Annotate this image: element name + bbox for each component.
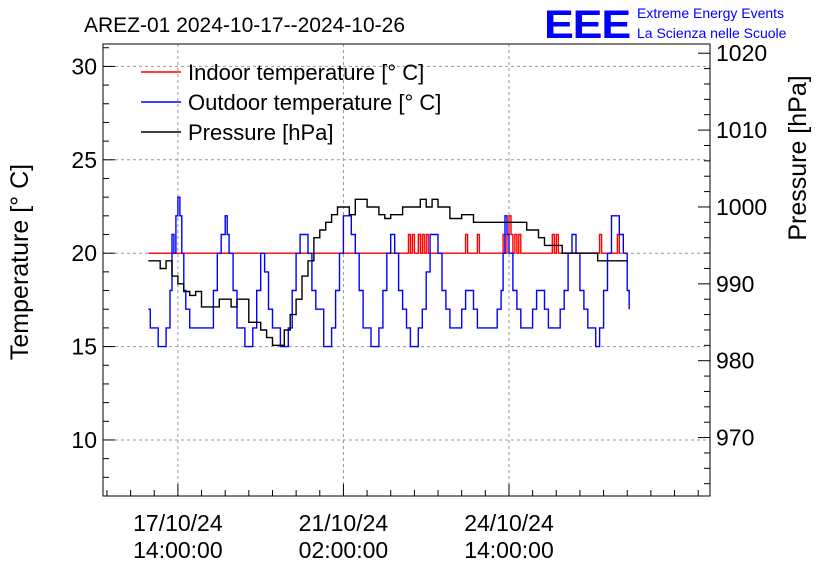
y-tick-label-right: 970 [716, 425, 754, 451]
series-line-pressure [148, 198, 628, 346]
logo-mark: EEE [544, 3, 630, 47]
y-tick-label-right: 990 [716, 271, 754, 297]
y-tick-label-left: 15 [71, 334, 97, 360]
x-tick-label-time: 02:00:00 [299, 537, 389, 563]
legend-label: Outdoor temperature [° C] [188, 90, 441, 115]
x-tick-label-time: 14:00:00 [133, 537, 223, 563]
y-tick-label-right: 1020 [716, 40, 767, 66]
plot-frame [102, 43, 711, 497]
y-axis-left-title: Temperature [° C] [6, 164, 34, 360]
x-tick-label-time: 14:00:00 [464, 537, 554, 563]
series-line-outdoor [148, 196, 630, 348]
axes-layer: 101520253097098099010001010102017/10/241… [71, 40, 767, 563]
logo-line-2: La Scienza nelle Scuole [637, 25, 787, 41]
y-tick-label-left: 30 [71, 53, 97, 79]
y-tick-label-left: 25 [71, 147, 97, 173]
y-tick-label-left: 20 [71, 240, 97, 266]
chart-title: AREZ-01 2024-10-17--2024-10-26 [84, 14, 405, 37]
x-tick-label-date: 21/10/24 [299, 510, 389, 536]
y-tick-label-left: 10 [71, 427, 97, 453]
series-layer [148, 196, 630, 348]
legend: Indoor temperature [° C] Outdoor temperat… [141, 60, 441, 145]
eee-logo: EEE Extreme Energy Events La Scienza nel… [544, 3, 787, 47]
series-line-indoor [148, 215, 622, 254]
x-tick-label-date: 17/10/24 [133, 510, 223, 536]
y-tick-label-right: 980 [716, 348, 754, 374]
y-tick-label-right: 1010 [716, 117, 767, 143]
y-axis-right-title: Pressure [hPa] [784, 75, 812, 240]
x-tick-label-date: 24/10/24 [464, 510, 554, 536]
legend-label: Indoor temperature [° C] [188, 60, 424, 85]
legend-label: Pressure [hPa] [188, 120, 334, 145]
logo-line-1: Extreme Energy Events [637, 5, 784, 21]
y-tick-label-right: 1000 [716, 194, 767, 220]
